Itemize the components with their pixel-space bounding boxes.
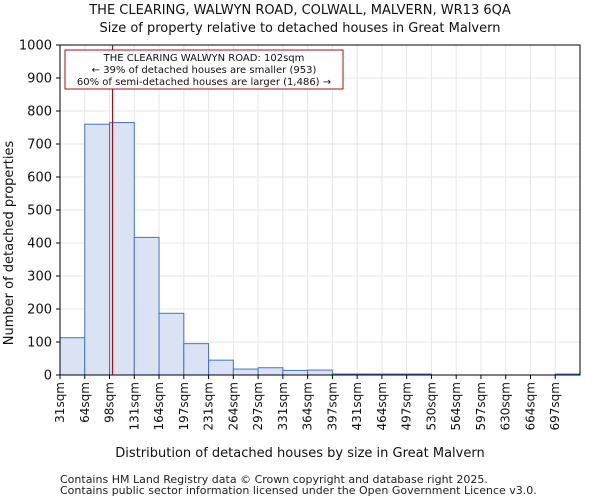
y-tick-label: 400 [27, 237, 52, 252]
y-tick-label: 900 [27, 72, 52, 87]
x-tick-label: 164sqm [152, 382, 166, 430]
bar [208, 359, 234, 376]
bar [257, 367, 284, 376]
x-tick-label: 64sqm [78, 382, 92, 423]
y-axis-label: Number of detached properties [2, 141, 17, 346]
y-tick-label: 800 [27, 105, 52, 120]
x-tick-label: 31sqm [53, 382, 67, 423]
bar [158, 312, 185, 376]
y-tick-label: 300 [27, 270, 52, 285]
bar [307, 369, 333, 376]
x-axis-ticks: 31sqm 64sqm 98sqm 131sqm 164sqm 197sqm 231sqm 2… [53, 375, 562, 430]
x-tick-label: 98sqm [103, 382, 117, 423]
bar [282, 369, 309, 376]
x-tick-label: 197sqm [177, 382, 191, 430]
footer-line-1: Contains HM Land Registry data © Crown c… [60, 473, 488, 486]
y-tick-label: 700 [27, 138, 52, 153]
x-tick-label: 464sqm [375, 382, 389, 430]
x-axis-label: Distribution of detached houses by size … [115, 446, 484, 461]
chart-subtitle: Size of property relative to detached ho… [100, 21, 501, 36]
y-tick-label: 1000 [19, 39, 52, 54]
x-tick-label: 297sqm [251, 382, 265, 430]
bar [133, 236, 160, 376]
x-tick-label: 497sqm [400, 382, 414, 430]
x-tick-label: 597sqm [474, 382, 488, 430]
x-tick-label: 397sqm [325, 382, 339, 430]
plot-frame [59, 44, 581, 376]
x-tick-label: 331sqm [276, 382, 290, 430]
x-tick-label: 231sqm [202, 382, 216, 430]
bars [59, 122, 581, 376]
x-tick-label: 530sqm [424, 382, 438, 430]
bar [232, 368, 259, 376]
annotation-line-3: 60% of semi-detached houses are larger (… [77, 77, 331, 88]
x-tick-label: 431sqm [350, 382, 364, 430]
y-axis-ticks: 0 100 200 300 400 500 600 700 800 900 1000 [19, 39, 60, 384]
bar [84, 123, 111, 376]
x-tick-label: 364sqm [301, 382, 315, 430]
x-tick-label: 564sqm [449, 382, 463, 430]
x-tick-label: 664sqm [523, 382, 537, 430]
x-tick-label: 264sqm [226, 382, 240, 430]
y-tick-label: 600 [27, 171, 52, 186]
x-tick-label: 630sqm [499, 382, 513, 430]
annotation-line-1: THE CLEARING WALWYN ROAD: 102sqm [103, 53, 305, 64]
y-tick-label: 500 [27, 204, 52, 219]
annotation-box: THE CLEARING WALWYN ROAD: 102sqm ← 39% o… [64, 49, 344, 90]
y-tick-label: 100 [27, 336, 52, 351]
bar [183, 343, 210, 376]
y-tick-label: 0 [44, 369, 52, 384]
chart-title: THE CLEARING, WALWYN ROAD, COLWALL, MALV… [88, 3, 511, 18]
x-tick-label: 697sqm [548, 382, 562, 430]
annotation-line-2: ← 39% of detached houses are smaller (95… [92, 65, 317, 76]
annotation-frame [64, 49, 344, 90]
footer-line-2: Contains public sector information licen… [60, 484, 537, 497]
y-tick-label: 200 [27, 303, 52, 318]
bar [109, 122, 135, 376]
x-tick-label: 131sqm [127, 382, 141, 430]
bar [59, 337, 86, 376]
